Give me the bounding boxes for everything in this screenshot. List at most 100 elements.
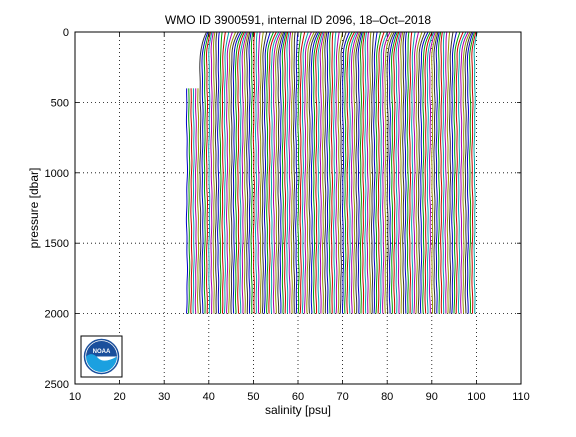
profile-line [455,31,464,314]
profile-line [433,31,439,314]
profile-line [391,31,398,314]
profile-line [190,88,193,314]
profile-line [257,31,261,314]
profile-line [471,31,477,314]
profiles [185,31,478,314]
y-tick-label: 2500 [45,379,69,391]
profile-line [279,31,286,314]
profile-line [440,31,443,314]
profile-line [335,31,340,314]
ticks [74,31,522,385]
profile-line [217,31,220,314]
profile-line [275,31,283,314]
profile-line [386,31,395,314]
profile-line [399,31,404,314]
profile-line [284,31,289,314]
profile-line [319,31,325,314]
profile-line [469,31,475,314]
profile-line [408,31,413,314]
profile-line [263,31,271,314]
profile-line [379,31,388,314]
profile-line [219,31,223,314]
x-axis-label: salinity [psu] [265,403,331,417]
profile-line [424,31,433,314]
profile-line [339,31,347,314]
profile-line [411,31,416,314]
profile-line [188,88,191,314]
profile-line [446,31,451,314]
profile-line [415,31,423,314]
profile-line [237,31,245,314]
profile-line [199,31,207,314]
noaa-logo: NOAA [80,335,123,378]
x-tick-label: 70 [336,391,348,403]
profile-line [373,31,378,314]
x-tick-label: 60 [292,391,304,403]
profile-line [337,31,344,314]
profile-line [239,31,247,314]
profile-line [464,31,473,314]
chart-title: WMO ID 3900591, internal ID 2096, 18–Oct… [165,13,431,27]
profile-line [259,31,264,314]
profile-line [297,31,302,314]
x-tick-label: 50 [247,391,259,403]
profile-line [255,31,258,314]
profile-line [353,31,361,314]
profile-line [359,31,364,314]
profile-line [270,31,280,314]
profile-line [299,31,306,314]
profile-line [397,31,402,314]
profile-line [473,31,478,314]
profile-line [426,31,435,314]
profile-line [422,31,431,314]
profile-line [348,31,357,314]
profile-line [248,31,252,314]
profile-line [324,31,328,314]
profile-line [208,31,213,314]
profile-line [295,31,299,314]
profile-line [234,31,244,314]
profile-line [382,31,391,314]
profile-line [420,31,429,314]
profile-line [451,31,457,314]
profile-line [230,31,239,314]
profile-line [377,31,385,314]
profile-line [453,31,461,314]
y-tick-label: 0 [63,27,69,39]
x-tick-label: 10 [69,391,81,403]
profile-line [437,31,442,314]
profile-line [449,31,454,314]
profile-line [444,31,448,314]
profile-line [203,31,210,314]
profile-line [250,31,254,314]
profile-line [212,31,216,314]
profile-line [228,31,237,314]
profile-line [301,31,309,314]
y-tick-labels: 0 500 1000 1500 2000 2500 [45,27,69,391]
profile-line [252,31,256,314]
y-axis-label: pressure [dbar] [27,168,41,249]
profile-line [243,31,249,314]
logo-wave-icon [86,354,117,372]
profile-line [201,31,209,314]
profile-line [210,31,214,314]
profile-line [232,31,242,314]
profile-line [333,31,337,314]
profile-line [272,31,282,314]
profile-line [344,31,353,314]
profile-line [462,31,471,314]
profile-line [288,31,292,314]
y-tick-label: 2000 [45,309,69,321]
profile-line [306,31,315,314]
profile-line [370,31,375,314]
profile-line [317,31,324,314]
x-tick-label: 110 [512,391,530,403]
profile-line [357,31,363,314]
profile-line [442,31,445,314]
profile-line [460,31,469,314]
profile-line [402,31,405,314]
profile-line [393,31,400,314]
profile-line [313,31,321,314]
profile-line [435,31,440,314]
